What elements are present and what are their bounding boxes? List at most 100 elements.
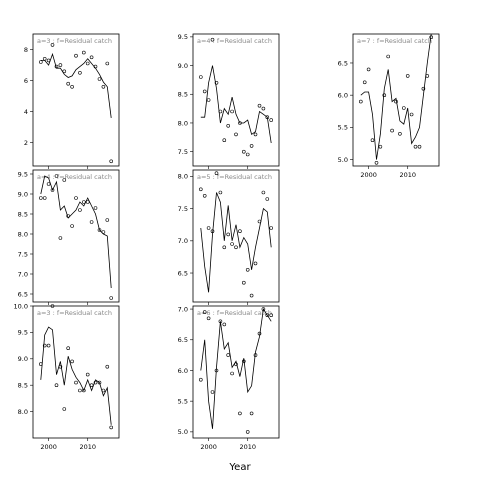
y-tick-label: 7.5 — [178, 148, 188, 156]
series-line — [200, 192, 272, 293]
data-point — [218, 190, 223, 195]
data-point — [405, 74, 410, 78]
y-tick-label: 6.5 — [178, 269, 188, 277]
data-point — [46, 343, 51, 348]
y-tick-label: 8.0 — [178, 173, 188, 181]
data-point — [46, 58, 51, 63]
data-point — [358, 99, 363, 104]
data-point — [105, 364, 110, 369]
data-point — [66, 214, 70, 218]
panel-0: a=3 : f=Residual catch 2 4 6 8 — [24, 33, 120, 169]
y-tick-label: 7.0 — [18, 270, 28, 278]
y-tick-label: 6.5 — [178, 336, 188, 344]
y-tick-label: 7.0 — [178, 237, 188, 245]
y-tick-label: 8.5 — [178, 91, 188, 99]
panel-label: a=3 : f=Residual catch — [37, 37, 112, 45]
y-tick-label: 7.0 — [178, 305, 188, 313]
data-point — [70, 85, 74, 89]
panel-label: a=7 : f=Residual catch — [357, 37, 432, 45]
data-point — [54, 383, 59, 388]
data-point — [101, 388, 106, 393]
series-line — [40, 175, 112, 289]
data-point — [70, 359, 74, 364]
y-tick-label: 8.5 — [18, 382, 28, 390]
panel-4: a=5 : f=Residual catch 6.5 7.0 7.5 8.0 — [178, 169, 280, 305]
y-tick-label: 9.5 — [178, 33, 188, 41]
panel-frame — [32, 305, 120, 439]
y-tick-label: 8.5 — [18, 210, 28, 218]
data-point — [218, 109, 223, 114]
data-point — [85, 372, 90, 377]
data-point — [199, 377, 203, 382]
data-point — [206, 226, 211, 230]
series-line — [40, 326, 112, 425]
data-point — [249, 293, 254, 298]
data-point — [269, 226, 274, 230]
data-point — [50, 304, 55, 308]
data-point — [74, 53, 78, 58]
data-point — [85, 61, 90, 66]
data-point — [257, 219, 262, 224]
y-tick-label: 8.0 — [178, 119, 188, 127]
data-point — [105, 61, 110, 66]
data-point — [242, 280, 246, 285]
data-point — [222, 322, 227, 327]
data-point — [238, 411, 242, 416]
data-point — [238, 229, 242, 233]
y-tick-label: 6.5 — [338, 59, 348, 67]
data-point — [50, 188, 55, 192]
panel-3: a=4 : f=Residual catch 6.5 7.0 7.5 8.0 8.5 9.0… — [18, 169, 120, 305]
data-point — [58, 364, 63, 369]
data-point — [401, 106, 406, 110]
data-point — [58, 236, 63, 240]
data-point — [214, 81, 219, 85]
data-point — [42, 196, 47, 200]
y-tick-label: 10.0 — [14, 302, 28, 310]
data-point — [93, 206, 98, 210]
data-point — [97, 380, 102, 385]
panel-frame — [32, 33, 120, 167]
panel-frame — [352, 33, 440, 167]
data-point — [413, 144, 418, 149]
y-tick-label: 6.0 — [178, 367, 188, 375]
data-point — [54, 174, 59, 178]
y-tick-label: 9.0 — [178, 62, 188, 70]
data-point — [409, 112, 414, 117]
data-point — [74, 196, 78, 200]
data-point — [42, 343, 47, 348]
panel-frame — [192, 305, 280, 439]
data-point — [202, 194, 207, 198]
data-point — [234, 362, 238, 367]
x-tick-label: 2000 — [40, 443, 57, 451]
y-tick-label: 6.5 — [18, 290, 28, 298]
data-point — [105, 218, 110, 222]
x-axis-label: Year — [228, 462, 251, 473]
x-tick-label: 2000 — [360, 171, 377, 179]
data-point — [238, 121, 242, 125]
x-tick-label: 2010 — [79, 443, 96, 451]
data-point — [66, 346, 70, 351]
data-point — [429, 35, 434, 40]
data-point — [257, 103, 262, 108]
panel-label: a=3 : f=Residual catch — [37, 309, 112, 317]
x-tick-label: 2010 — [239, 443, 256, 451]
data-point — [206, 98, 211, 102]
data-point — [249, 144, 254, 148]
data-point — [245, 267, 250, 272]
data-point — [78, 208, 82, 212]
data-point — [265, 115, 270, 119]
data-point — [62, 178, 67, 182]
y-tick-label: 8.0 — [18, 230, 28, 238]
y-tick-label: 5.5 — [338, 124, 348, 132]
data-point — [101, 230, 106, 234]
data-point — [109, 296, 113, 300]
panel-label: a=5 : f=Residual catch — [197, 173, 272, 181]
data-point — [89, 383, 94, 388]
data-point — [210, 37, 215, 42]
data-point — [202, 89, 207, 94]
data-point — [70, 224, 74, 228]
data-point — [257, 331, 262, 336]
data-point — [74, 380, 78, 385]
data-point — [378, 144, 383, 149]
